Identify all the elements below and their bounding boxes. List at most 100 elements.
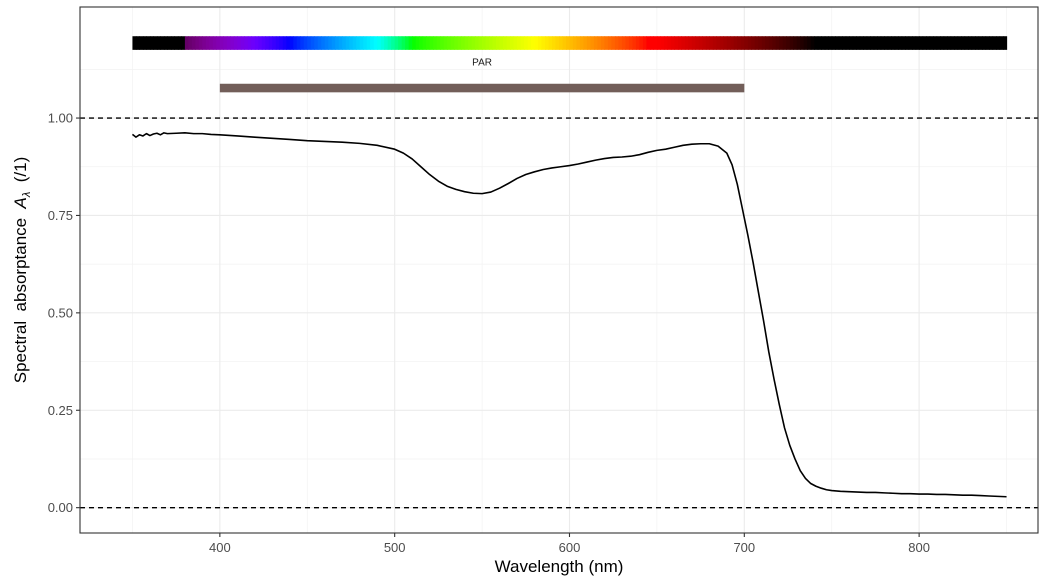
spectrum-segment	[209, 36, 214, 50]
y-tick-label: 0.50	[48, 305, 73, 320]
spectrum-segment	[538, 36, 543, 50]
spectrum-segment	[849, 36, 854, 50]
x-tick-label: 500	[384, 540, 406, 555]
spectrum-segment	[611, 36, 616, 50]
spectrum-segment	[919, 36, 924, 50]
spectrum-segment	[370, 36, 375, 50]
spectrum-segment	[789, 36, 794, 50]
spectrum-segment	[947, 36, 952, 50]
spectrum-segment	[887, 36, 892, 50]
spectrum-segment	[184, 36, 189, 50]
spectrum-segment	[342, 36, 347, 50]
spectrum-segment	[524, 36, 529, 50]
spectrum-segment	[929, 36, 934, 50]
spectrum-segment	[642, 36, 648, 50]
x-tick-label: 800	[908, 540, 930, 555]
spectrum-segment	[667, 36, 672, 50]
spectrum-segment	[716, 36, 721, 50]
spectrum-segment	[712, 36, 717, 50]
spectrum-segment	[394, 36, 399, 50]
spectrum-segment	[303, 36, 308, 50]
spectrum-segment	[268, 36, 273, 50]
spectrum-segment	[569, 36, 574, 50]
spectrum-segment	[912, 36, 917, 50]
spectrum-segment	[289, 36, 294, 50]
spectrum-segment	[705, 36, 710, 50]
spectrum-segment	[139, 36, 144, 50]
par-annotation: PAR	[219, 57, 745, 93]
x-tick-label: 600	[559, 540, 581, 555]
spectrum-segment	[307, 36, 312, 50]
spectrum-segment	[216, 36, 221, 50]
spectrum-segment	[552, 36, 557, 50]
spectrum-segment	[572, 36, 578, 50]
spectrum-segment	[492, 36, 497, 50]
spectrum-segment	[282, 36, 287, 50]
y-tick-label: 0.75	[48, 208, 73, 223]
spectrum-segment	[422, 36, 427, 50]
spectrum-segment	[891, 36, 896, 50]
spectrum-segment	[149, 36, 155, 50]
spectrum-segment	[286, 36, 291, 50]
spectrum-segment	[635, 36, 641, 50]
spectrum-segment	[426, 36, 431, 50]
spectrum-segment	[156, 36, 162, 50]
spectrum-segment	[866, 36, 871, 50]
spectrum-segment	[272, 36, 277, 50]
y-tick-label: 0.00	[48, 500, 73, 515]
spectrum-segment	[177, 36, 182, 50]
y-axis-title-symbol: A	[11, 197, 30, 209]
spectrum-segment	[531, 36, 536, 50]
spectrum-segment	[510, 36, 515, 50]
spectrum-segment	[461, 36, 466, 50]
spectrum-segment	[1003, 36, 1008, 50]
y-axis-title-main: Spectral absorptance	[11, 208, 30, 383]
spectrum-segment	[730, 36, 735, 50]
spectrum-segment	[279, 36, 284, 50]
spectrum-segment	[894, 36, 899, 50]
spectrum-segment	[737, 36, 742, 50]
spectrum-segment	[877, 36, 882, 50]
spectrum-segment	[758, 36, 763, 50]
spectrum-segment	[747, 36, 752, 50]
spectrum-segment	[352, 36, 357, 50]
spectrum-segment	[380, 36, 385, 50]
spectrum-segment	[233, 36, 238, 50]
spectrum-segment	[625, 36, 630, 50]
spectrum-segment	[317, 36, 322, 50]
spectrum-segment	[674, 36, 679, 50]
spectrum-segment	[485, 36, 490, 50]
spectrum-segment	[258, 36, 263, 50]
par-range-bar	[219, 83, 745, 93]
spectrum-segment	[513, 36, 518, 50]
spectrum-segment	[331, 36, 336, 50]
spectrum-segment	[240, 36, 245, 50]
spectrum-segment	[681, 36, 686, 50]
spectrum-segment	[649, 36, 655, 50]
spectrum-segment	[433, 36, 438, 50]
spectrum-segment	[653, 36, 658, 50]
x-axis: 400 500 600 700 800	[209, 533, 930, 555]
spectrum-segment	[401, 36, 406, 50]
spectrum-segment	[170, 36, 176, 50]
spectrum-segment	[482, 36, 487, 50]
spectrum-segment	[817, 36, 822, 50]
spectrum-segment	[936, 36, 941, 50]
spectrum-segment	[800, 36, 805, 50]
spectrum-segment	[628, 36, 634, 50]
spectrum-segment	[905, 36, 910, 50]
spectrum-segment	[607, 36, 613, 50]
spectrum-segment	[398, 36, 403, 50]
spectrum-segment	[457, 36, 462, 50]
spectrum-segment	[548, 36, 553, 50]
spectrum-segment	[328, 36, 333, 50]
spectrum-segment	[768, 36, 773, 50]
y-axis: 0.00 0.25 0.50 0.75 1.00	[48, 111, 80, 515]
spectrum-segment	[950, 36, 955, 50]
x-tick-label: 700	[733, 540, 755, 555]
spectrum-segment	[968, 36, 973, 50]
spectrum-segment	[996, 36, 1001, 50]
spectrum-segment	[265, 36, 270, 50]
spectrum-segment	[174, 36, 179, 50]
